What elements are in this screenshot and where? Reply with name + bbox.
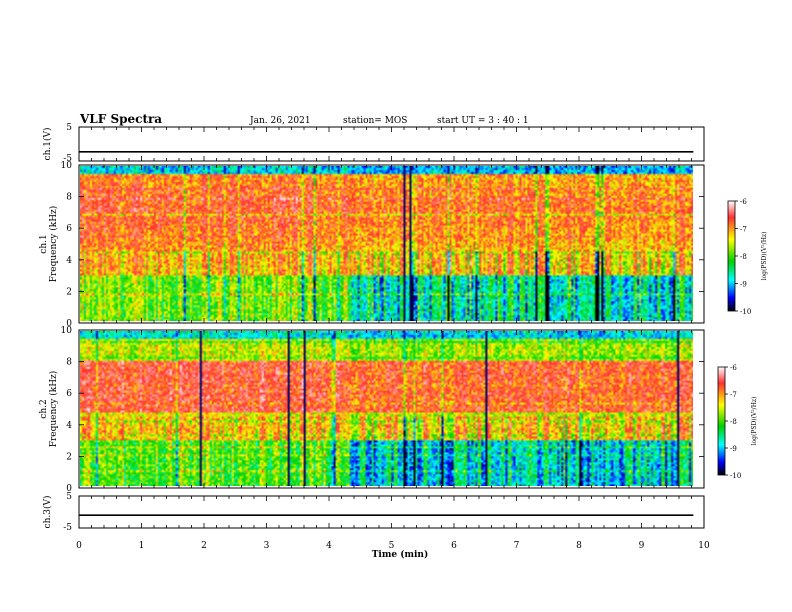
time-tick-label: 3 — [264, 541, 270, 551]
colorbar-tick-label: -7 — [740, 226, 747, 234]
time-tick-label: 7 — [514, 541, 520, 551]
frequency-tick-label: 0 — [66, 484, 72, 494]
ch2-spectrogram-ylabel: Frequency (kHz) — [48, 371, 59, 448]
colorbar-tick-label: -9 — [730, 445, 737, 453]
frequency-tick-label: 0 — [66, 319, 72, 329]
ch1-voltage-ylabel: ch.1(V) — [42, 128, 53, 161]
ch3-ytick-top: 5 — [66, 492, 72, 502]
ch1-spectrogram-image — [80, 166, 693, 321]
frequency-tick-label: 8 — [66, 358, 72, 368]
ch1-colorbar: -6 -7 -8 -9 -10 log(PSD)(V²/Hz) — [727, 198, 768, 316]
colorbar-tick-label: -10 — [730, 472, 741, 480]
time-axis-label: Time (min) — [372, 549, 429, 560]
ch1-spectrogram-ylabel-top: ch.1 — [39, 234, 49, 253]
frequency-tick-label: 10 — [61, 161, 73, 171]
frequency-tick-label: 8 — [66, 193, 72, 203]
ch3-ytick-bottom: -5 — [63, 523, 72, 533]
ch3-voltage-ylabel: ch.3(V) — [42, 496, 53, 529]
time-tick-label: 4 — [326, 541, 332, 551]
time-tick-label: 1 — [139, 541, 145, 551]
colorbar-tick-label: -7 — [730, 391, 737, 399]
frequency-tick-label: 6 — [66, 224, 72, 234]
frequency-tick-label: 2 — [66, 452, 72, 462]
station-label: station= MOS — [343, 116, 407, 126]
time-tick-label: 5 — [389, 541, 395, 551]
time-axis-tick-labels: 0 1 2 3 4 5 6 7 8 9 10 — [76, 541, 710, 551]
time-tick-label: 8 — [576, 541, 582, 551]
frequency-tick-label: 6 — [66, 389, 72, 399]
colorbar-tick-label: -6 — [740, 198, 747, 206]
ch3-voltage-panel: 5 -5 ch.3(V) — [42, 492, 705, 533]
ch1-voltage-panel: 5 -5 ch.1(V) — [42, 123, 705, 164]
time-tick-label: 6 — [451, 541, 457, 551]
colorbar-tick-label: -8 — [730, 418, 737, 426]
ch1-spectrogram-ylabel: Frequency (kHz) — [48, 206, 59, 283]
ch2-spectrogram-image — [80, 331, 693, 486]
ch1-ytick-bottom: -5 — [63, 154, 72, 164]
time-tick-label: 9 — [639, 541, 645, 551]
ch2-spectrogram-ylabel-top: ch.2 — [39, 399, 49, 418]
time-tick-label: 10 — [698, 541, 710, 551]
ch2-colorbar: -6 -7 -8 -9 -10 log(PSD)(V²/Hz) — [717, 364, 758, 480]
start-time-label: start UT = 3 : 40 : 1 — [437, 116, 529, 126]
figure-title: VLF Spectra — [79, 112, 162, 126]
ch1-colorbar-label: log(PSD)(V²/Hz) — [761, 232, 768, 281]
frequency-tick-label: 2 — [66, 287, 72, 297]
colorbar-tick-label: -9 — [740, 281, 747, 289]
frequency-tick-label: 4 — [66, 421, 72, 431]
time-tick-label: 2 — [201, 541, 207, 551]
colorbar-tick-label: -10 — [740, 308, 751, 316]
frequency-tick-label: 4 — [66, 256, 72, 266]
time-tick-label: 0 — [76, 541, 82, 551]
colorbar-tick-label: -6 — [730, 364, 737, 372]
ch1-ytick-top: 5 — [66, 123, 72, 133]
frequency-tick-label: 10 — [61, 326, 73, 336]
ch2-spectrogram-panel: 0 2 4 6 8 10 ch.2 Frequency (kHz) — [39, 326, 705, 494]
date-label: Jan. 26, 2021 — [249, 116, 311, 126]
time-axis-ticks — [78, 127, 705, 528]
colorbar-tick-label: -8 — [740, 253, 747, 261]
ch1-spectrogram-panel: 0 2 4 6 8 10 ch.1 Frequency (kHz) — [39, 161, 705, 329]
ch2-colorbar-label: log(PSD)(V²/Hz) — [751, 397, 758, 446]
